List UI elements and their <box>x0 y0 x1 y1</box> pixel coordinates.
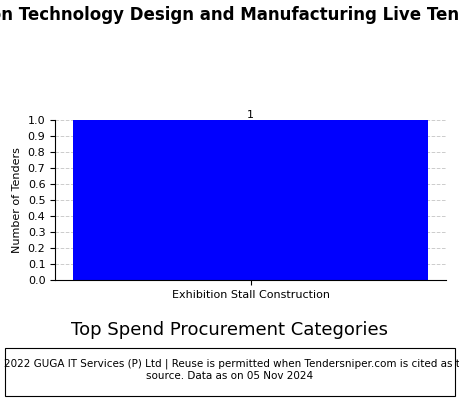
Text: Top Spend Procurement Categories: Top Spend Procurement Categories <box>71 321 388 339</box>
Text: (c) 2022 GUGA IT Services (P) Ltd | Reuse is permitted when Tendersniper.com is : (c) 2022 GUGA IT Services (P) Ltd | Reus… <box>0 358 459 381</box>
Text: Kurnool India Institute of Information Technology Design and Manufacturing Live : Kurnool India Institute of Information T… <box>0 6 459 24</box>
FancyBboxPatch shape <box>5 348 454 396</box>
Text: 1: 1 <box>246 110 254 120</box>
Y-axis label: Number of Tenders: Number of Tenders <box>12 147 22 253</box>
